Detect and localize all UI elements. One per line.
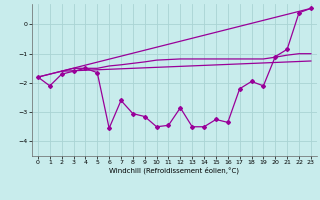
X-axis label: Windchill (Refroidissement éolien,°C): Windchill (Refroidissement éolien,°C) (109, 167, 239, 174)
